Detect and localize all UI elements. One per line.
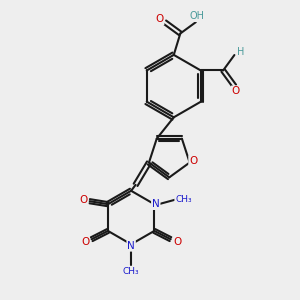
Text: N: N <box>127 241 135 251</box>
Text: O: O <box>173 237 181 247</box>
Text: O: O <box>80 195 88 205</box>
Text: O: O <box>189 156 197 166</box>
Text: O: O <box>232 86 240 96</box>
Text: N: N <box>152 199 160 209</box>
Text: CH₃: CH₃ <box>123 267 140 276</box>
Text: CH₃: CH₃ <box>175 195 192 204</box>
Text: O: O <box>81 237 89 247</box>
Text: OH: OH <box>190 11 205 21</box>
Text: H: H <box>237 47 244 57</box>
Text: O: O <box>155 14 164 24</box>
